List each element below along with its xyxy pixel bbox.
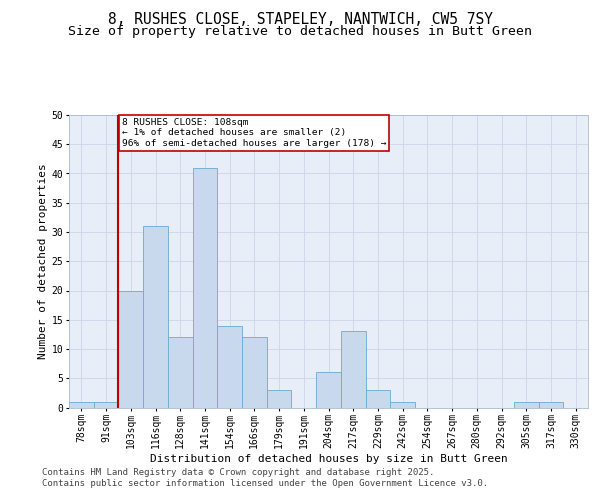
Bar [514,402,539,407]
Bar [69,402,94,407]
Text: Contains HM Land Registry data © Crown copyright and database right 2025.
Contai: Contains HM Land Registry data © Crown c… [42,468,488,487]
Bar [118,290,143,408]
Text: 8, RUSHES CLOSE, STAPELEY, NANTWICH, CW5 7SY: 8, RUSHES CLOSE, STAPELEY, NANTWICH, CW5… [107,12,493,28]
Bar [193,168,217,408]
Text: 8 RUSHES CLOSE: 108sqm
← 1% of detached houses are smaller (2)
96% of semi-detac: 8 RUSHES CLOSE: 108sqm ← 1% of detached … [122,118,386,148]
Bar [365,390,390,407]
Bar [390,402,415,407]
Bar [242,338,267,407]
Bar [341,332,365,407]
Bar [539,402,563,407]
Bar [267,390,292,407]
Text: Size of property relative to detached houses in Butt Green: Size of property relative to detached ho… [68,25,532,38]
Bar [217,326,242,407]
Bar [168,338,193,407]
Bar [316,372,341,408]
X-axis label: Distribution of detached houses by size in Butt Green: Distribution of detached houses by size … [149,454,508,464]
Bar [143,226,168,408]
Y-axis label: Number of detached properties: Number of detached properties [38,164,47,359]
Bar [94,402,118,407]
